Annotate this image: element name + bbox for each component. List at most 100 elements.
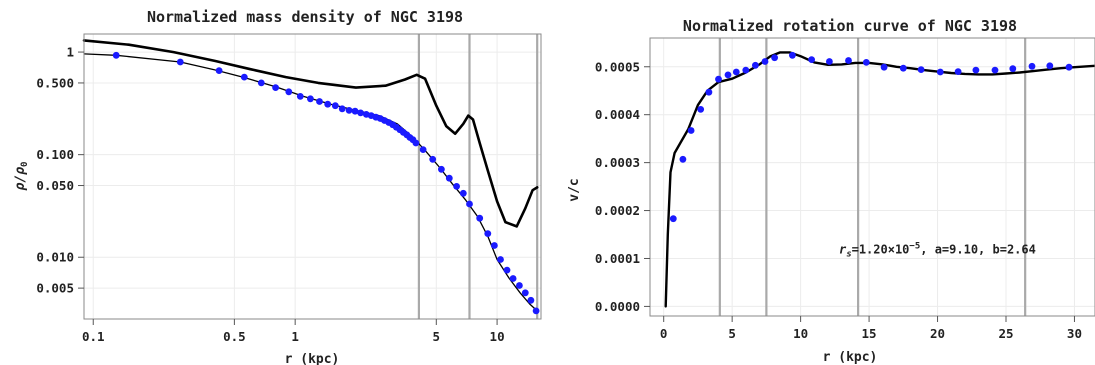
density-data-point [272,84,279,91]
rotation-series [664,51,1095,308]
density-data-point [240,73,248,81]
density-data-point [521,289,529,297]
rotation-data-point [954,68,962,75]
rotation-x-tick-label: 30 [1067,326,1082,341]
rotation-data-point [1028,62,1036,70]
rotation-data-point [845,57,852,64]
rotation-grid [650,38,1095,316]
rotation-data-point [715,75,722,83]
rotation-data-point [732,68,740,76]
density-data-point [445,174,453,182]
rotation-x-tick-label: 5 [728,326,736,341]
density-data-point [503,266,511,274]
density-vertical-lines [417,34,539,319]
rotation-y-tick-label: 0.0000 [595,299,640,314]
density-chart-title: Normalized mass density of NGC 3198 [147,8,463,26]
density-data-point [459,189,467,197]
rotation-data-point [705,88,713,96]
density-x-tick-label: 1 [291,329,299,344]
rotation-data-point [679,155,687,163]
density-data-point [345,107,353,114]
rotation-data-point [697,106,705,113]
rotation-data-point [1065,63,1073,71]
density-y-tick-label: 0.500 [36,75,74,90]
density-data-point [532,307,540,315]
rotation-data-point [789,51,796,59]
rotation-x-tick-label: 15 [862,326,877,341]
density-grid [84,34,541,319]
rotation-data-point [1046,62,1054,70]
rotation-ticks: 0 5 10 15 20 25 30 0.0000 0.0001 0.0002 0.0003 0.00… [595,59,1082,341]
rotation-data-point [687,127,695,134]
density-data-point [429,155,437,163]
density-data-point [257,79,265,87]
rotation-plot-frame [649,37,1095,317]
rotation-y-tick-label: 0.0005 [595,59,640,74]
rotation-x-tick-label: 0 [660,326,668,341]
rotation-chart: Normalized rotation curve of NGC 3198 0 5… [567,17,1095,365]
rotation-data-point [724,71,732,79]
rotation-data-point [1009,65,1017,73]
density-x-tick-label: 5 [433,329,441,344]
rotation-data-point [862,59,870,66]
density-x-tick-label: 10 [490,329,505,344]
rotation-chart-title: Normalized rotation curve of NGC 3198 [683,17,1017,35]
density-model-curve [82,39,539,228]
density-y-tick-label: 0.010 [36,250,74,265]
density-data-point [527,296,535,304]
rotation-parameters-annotation: rs=1.20×10−5, a=9.10, b=2.64 [839,242,1036,260]
rotation-x-tick-label: 20 [930,326,945,341]
density-y-tick-label: 0.100 [36,147,74,162]
density-data-point [491,242,498,249]
density-data-point [215,67,223,74]
rotation-data-point [917,66,925,73]
rotation-data-point [808,56,815,63]
rotation-vertical-lines [718,38,1027,316]
density-data-point [516,282,523,289]
density-data-point [285,88,293,96]
rotation-data-point [991,66,999,74]
density-y-axis-label: ρ/ρ0 [13,162,30,192]
density-data-point [324,100,332,108]
density-data-point [453,183,460,190]
rotation-data-point [742,66,750,74]
density-series [82,39,540,315]
density-y-tick-label: 0.005 [36,281,74,296]
density-data-point [419,146,427,154]
rotation-data-point [826,58,833,65]
density-data-point [357,109,364,117]
rotation-data-point [936,68,944,76]
rotation-data-point [899,64,907,72]
density-data-point [176,58,184,66]
density-y-tick-label: 1 [66,45,74,60]
rotation-data-point [771,54,778,62]
density-x-axis-label: r (kpc) [285,352,340,365]
density-data-point [484,230,492,238]
density-x-tick-label: 0.1 [82,329,105,344]
rotation-y-tick-label: 0.0001 [595,251,640,266]
rotation-data-point [880,63,888,71]
rotation-data-point [761,58,769,65]
rotation-x-tick-label: 10 [793,326,808,341]
density-data-point [307,95,314,103]
density-x-tick-label: 0.5 [223,329,246,344]
rotation-y-tick-label: 0.0002 [595,203,640,218]
density-data-point [476,214,484,222]
rotation-data-point [669,215,677,223]
density-data-point [296,93,304,100]
density-data-point [351,107,359,115]
density-data-point [509,275,517,282]
density-ticks: 0.1 0.5 1 5 10 1 0.500 0.100 0.050 0.010 0.005 [36,45,504,344]
rotation-y-tick-label: 0.0004 [595,107,640,122]
density-data-point [497,256,504,263]
rotation-data-point [752,61,759,69]
density-data-point [331,102,339,110]
rotation-model-curve [664,51,1095,308]
density-data-point [338,105,346,113]
density-chart: Normalized mass density of NGC 3198 0.1 0… [13,8,542,365]
rotation-x-axis-label: r (kpc) [823,350,878,365]
density-data-point [466,200,473,208]
density-y-tick-label: 0.050 [36,178,74,193]
rotation-data-point [972,66,980,74]
